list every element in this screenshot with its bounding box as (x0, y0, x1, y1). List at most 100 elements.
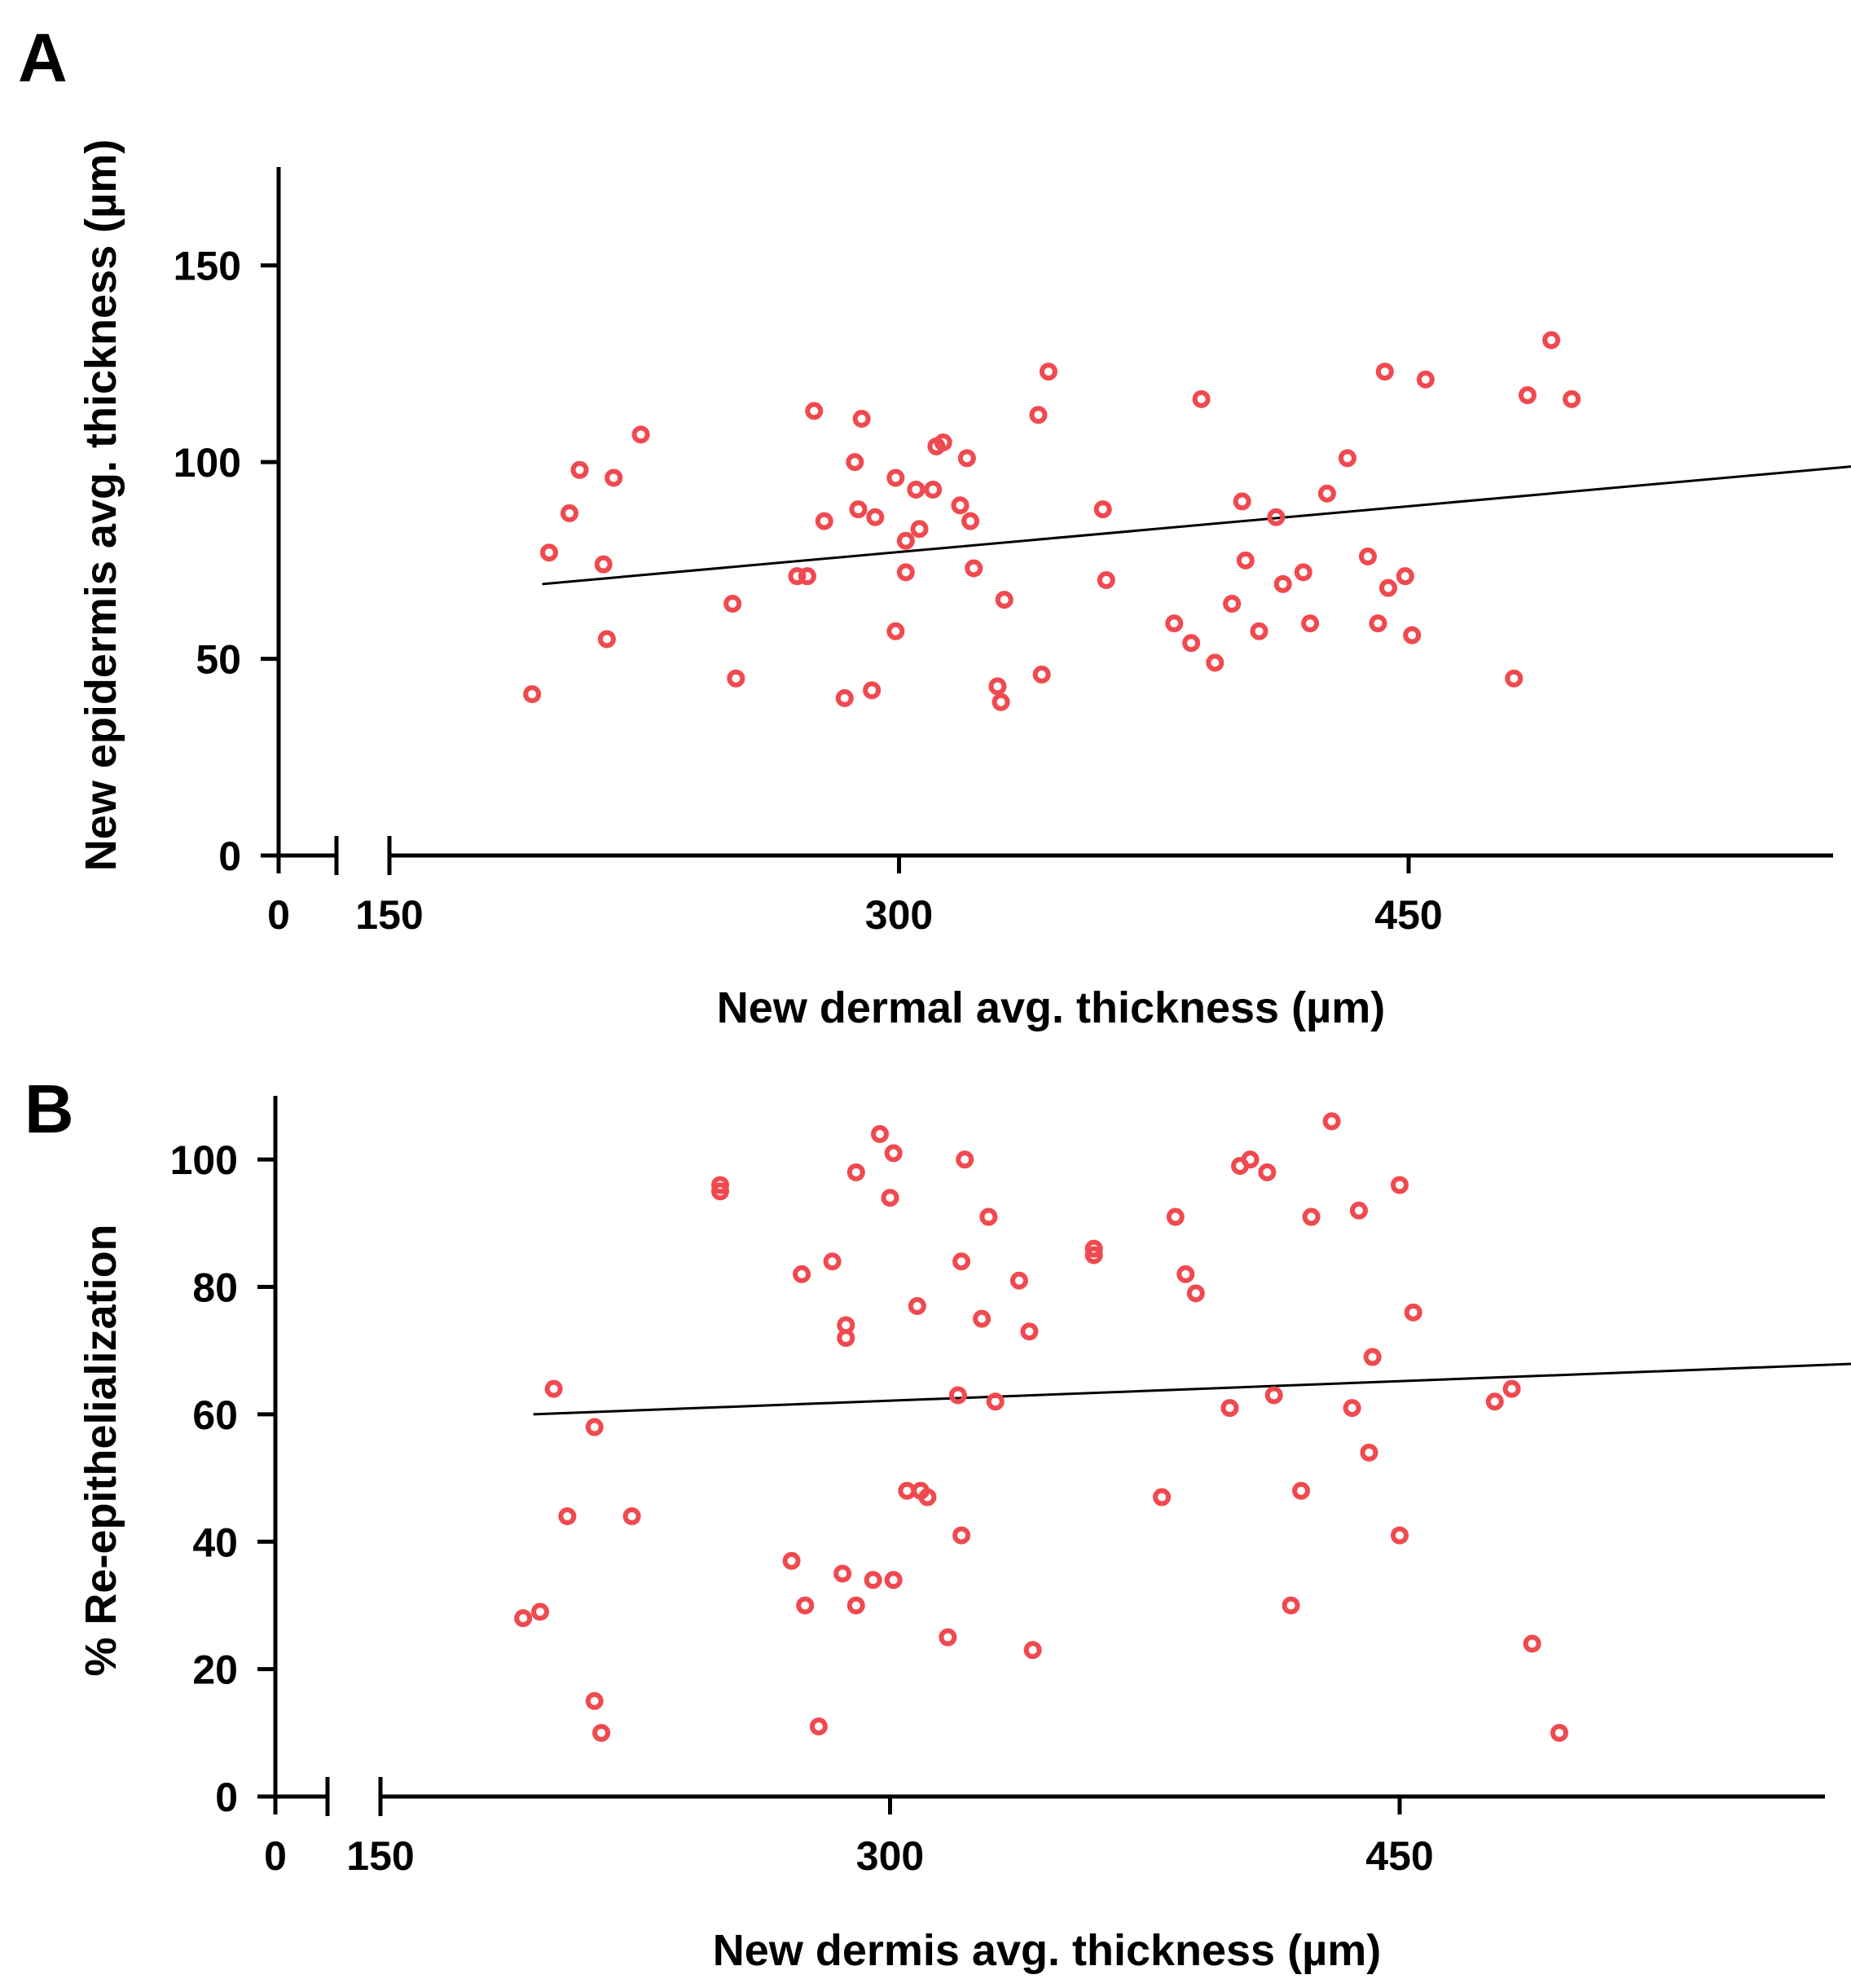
chart-a-data-point (1416, 370, 1435, 389)
chart-a-data-point (910, 520, 929, 539)
chart-b-data-point (1391, 1176, 1409, 1194)
chart-a-data-point (1192, 389, 1211, 408)
chart-b-data-point (952, 1526, 971, 1545)
chart-b-data-point (1360, 1443, 1378, 1462)
chart-a-data-point (1206, 653, 1224, 672)
chart-a-data-point (1029, 406, 1048, 424)
chart-b-data-point (948, 1386, 967, 1405)
chart-a-data-point (539, 543, 558, 562)
chart-b-data-point (846, 1596, 865, 1615)
chart-a-x-tick-label: 150 (355, 892, 423, 938)
chart-a-data-point (1236, 551, 1255, 570)
chart-b-data-point (837, 1316, 855, 1335)
chart-b: New dermis avg. thickness (µm) % Re-epit… (77, 1096, 1851, 1975)
chart-a-data-point (1338, 449, 1356, 468)
chart-b-data-point (809, 1718, 828, 1735)
chart-a-data-point (1505, 669, 1523, 688)
chart-a-data-point (957, 449, 976, 468)
chart-a-data-point (1317, 484, 1336, 503)
chart-b-data-point (1391, 1526, 1409, 1545)
chart-a-data-point (727, 669, 745, 688)
chart-b-data-point (1282, 1596, 1300, 1615)
chart-b-data-point (823, 1252, 842, 1271)
chart-b-x-tick-label: 300 (856, 1833, 924, 1879)
chart-a-data-point (723, 594, 742, 613)
chart-a-data-point (1396, 567, 1414, 586)
chart-b-data-point (1153, 1488, 1172, 1506)
chart-a-data-point (1518, 386, 1537, 405)
chart-b-data-point (870, 1124, 889, 1143)
chart-b-data-point (1292, 1481, 1311, 1500)
chart-a-data-point (561, 504, 579, 522)
chart-b-x-tick-label: 0 (264, 1833, 287, 1879)
chart-a-data-point (1378, 578, 1397, 597)
chart-b-data-point (530, 1603, 549, 1621)
chart-a-x-tick-label: 0 (267, 892, 290, 938)
chart-a-data-point (924, 480, 943, 499)
chart-a-data-point (788, 567, 807, 586)
chart-b-data-point (1176, 1264, 1195, 1283)
chart-b-data-point (1322, 1112, 1341, 1131)
chart-a-data-point (991, 693, 1010, 711)
chart-a-data-point (988, 677, 1007, 696)
chart-b-data-point (884, 1571, 903, 1590)
chart-b-x-tick-label: 450 (1365, 1833, 1433, 1879)
chart-a-data-point (907, 480, 926, 499)
chart-a-data-point (896, 531, 915, 550)
chart-a-x-tick-label: 300 (865, 892, 933, 938)
chart-b-data-point (711, 1176, 729, 1194)
chart-b-data-point (1302, 1207, 1321, 1226)
chart-a-data-point (934, 433, 952, 451)
chart-b-data-point (881, 1189, 899, 1207)
chart-a-data-point (1223, 594, 1242, 613)
chart-b-y-tick-label: 80 (192, 1265, 238, 1311)
chart-b-data-point (956, 1150, 974, 1169)
chart-b-data-point (864, 1571, 882, 1590)
chart-a-data-point (1369, 614, 1387, 633)
chart-a-data-point (886, 468, 905, 487)
chart-a-data-point (852, 410, 871, 429)
chart-a-y-tick-label: 0 (218, 833, 241, 879)
chart-b-data-point (884, 1144, 903, 1163)
chart-a-data-point (896, 563, 915, 582)
chart-b-data-point (1363, 1348, 1382, 1366)
chart-a-data-point (605, 468, 623, 487)
chart-b-data-point (1220, 1399, 1239, 1418)
chart-a: New dermal avg. thickness (µm) New epide… (77, 139, 1851, 1032)
chart-a-data-point (835, 688, 854, 707)
chart-a-data-point (1403, 626, 1422, 644)
chart-b-data-point (1023, 1641, 1042, 1660)
chart-b-data-point (796, 1596, 815, 1615)
chart-a-data-point (1097, 571, 1115, 589)
chart-a-data-point (965, 559, 983, 578)
chart-b-y-tick-label: 20 (192, 1647, 238, 1693)
chart-b-data-point (622, 1507, 641, 1525)
chart-a-y-axis-title: New epidermis avg. thickness (µm) (77, 139, 125, 871)
chart-b-y-tick-label: 0 (215, 1775, 238, 1820)
chart-b-data-point (1550, 1723, 1568, 1742)
chart-b-data-point (986, 1392, 1005, 1411)
chart-b-x-axis-title: New dermis avg. thickness (µm) (713, 1926, 1381, 1975)
chart-a-data-point (886, 622, 905, 640)
chart-b-regression-line (533, 1362, 1851, 1416)
chart-a-y-tick-label: 150 (174, 244, 241, 289)
chart-a-y-tick-label: 50 (196, 637, 241, 683)
chart-a-x-axis-title: New dermal avg. thickness (µm) (717, 983, 1385, 1032)
chart-b-data-point (585, 1418, 604, 1436)
chart-b-data-point (1485, 1392, 1504, 1411)
chart-b-data-point (585, 1691, 604, 1710)
chart-a-data-point (815, 512, 833, 530)
chart-a-data-point (1039, 363, 1057, 381)
chart-a-data-point (1093, 500, 1112, 519)
chart-b-y-tick-label: 100 (170, 1137, 238, 1183)
chart-b-data-point (1349, 1201, 1368, 1220)
chart-b-data-point (711, 1182, 729, 1201)
chart-b-data-point (1258, 1163, 1277, 1181)
chart-b-data-point (1264, 1386, 1283, 1405)
chart-a-x-tick-label: 450 (1374, 892, 1442, 938)
chart-a-data-point (1165, 614, 1184, 633)
chart-a-data-point (1301, 614, 1320, 633)
chart-a-data-point (1294, 563, 1312, 582)
chart-b-data-point (918, 1488, 937, 1506)
chart-a-data-point (594, 555, 613, 574)
